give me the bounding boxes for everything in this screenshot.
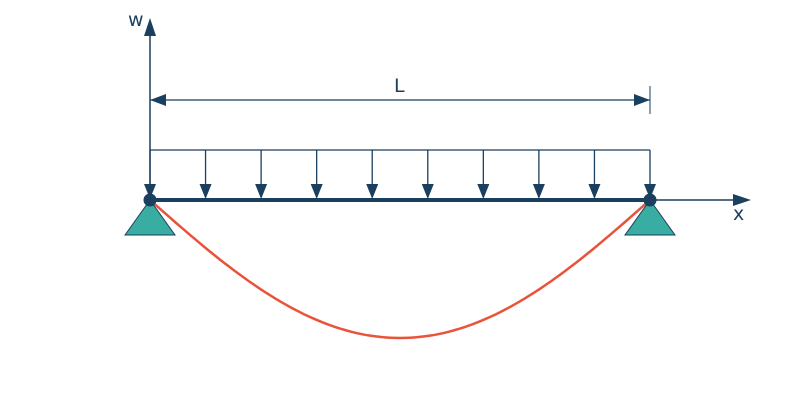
x-axis-label: x <box>733 203 744 225</box>
load-arrowhead <box>421 184 434 199</box>
load-arrowhead <box>477 184 490 199</box>
x-axis-arrowhead <box>733 194 751 206</box>
left-support <box>124 199 176 236</box>
load-arrowhead <box>644 184 656 199</box>
right-support <box>624 199 676 236</box>
dimension-arrowhead-left <box>150 94 166 106</box>
load-arrowhead <box>144 184 156 199</box>
w-axis-arrowhead <box>144 18 156 36</box>
dimension-arrowhead-right <box>634 94 650 106</box>
load-arrowhead <box>199 184 212 199</box>
load-arrowhead <box>366 184 379 199</box>
right-pin <box>643 193 657 207</box>
left-pin <box>143 193 157 207</box>
distributed-load-arrows <box>144 150 656 199</box>
load-arrowhead <box>588 184 601 199</box>
w-axis-label: w <box>128 9 144 31</box>
load-arrowhead <box>532 184 545 199</box>
deflection-curve <box>149 199 651 340</box>
load-arrowhead <box>310 184 323 199</box>
load-arrowhead <box>255 184 268 199</box>
length-label: L <box>394 75 405 97</box>
